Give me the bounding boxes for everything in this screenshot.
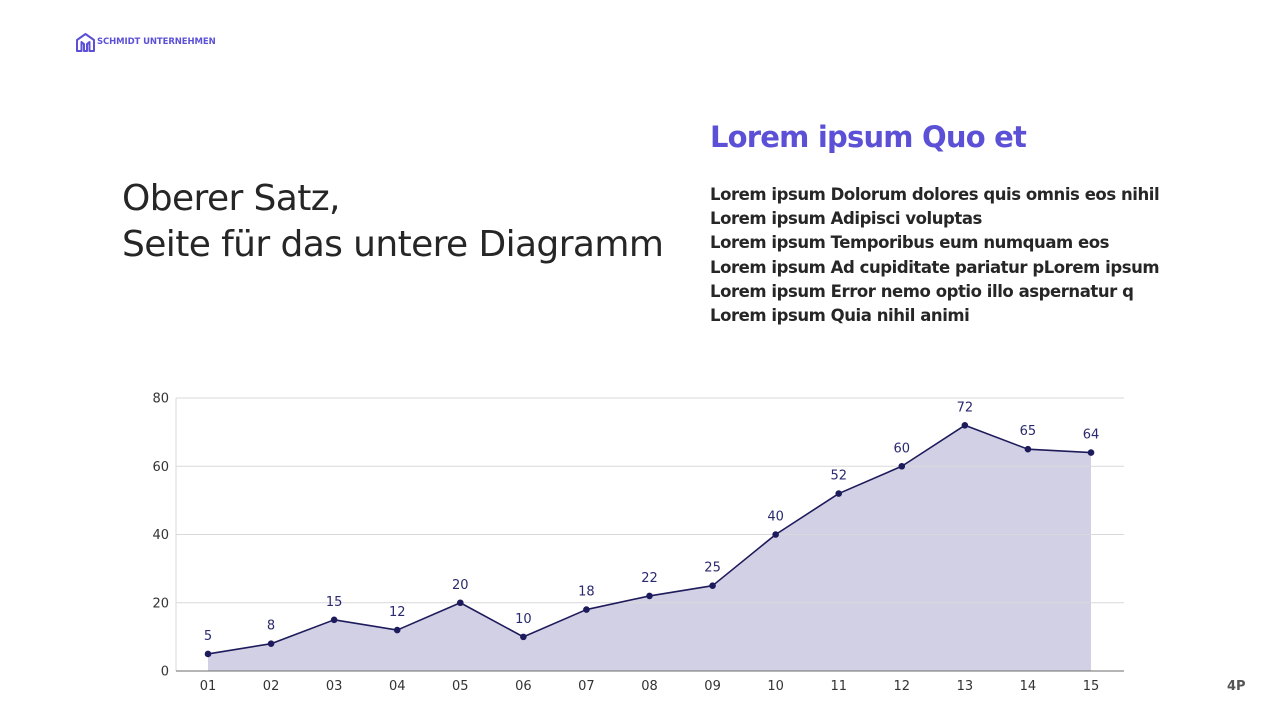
- brand-logo: SCHMIDT UNTERNEHMEN: [75, 31, 216, 53]
- x-tick-label: 02: [263, 679, 280, 694]
- data-point: [898, 462, 906, 470]
- data-point: [709, 582, 716, 589]
- y-tick-label: 80: [152, 392, 169, 407]
- data-point: [835, 490, 843, 497]
- x-tick-label: 13: [957, 679, 974, 694]
- data-point: [961, 422, 969, 429]
- data-point: [583, 606, 590, 613]
- section-heading: Lorem ipsum Quo et: [710, 120, 1027, 154]
- text-line: Lorem ipsum Ad cupiditate pariatur pLore…: [710, 257, 1160, 277]
- data-label: 52: [830, 469, 847, 484]
- x-tick-label: 08: [641, 679, 658, 694]
- data-label: 25: [704, 561, 721, 576]
- x-tick-label: 12: [894, 679, 911, 694]
- text-line: Lorem ipsum Quia nihil animi: [710, 306, 970, 326]
- brand-name: SCHMIDT UNTERNEHMEN: [97, 37, 216, 47]
- data-label: 12: [389, 605, 406, 620]
- x-tick-label: 09: [704, 679, 721, 694]
- data-label: 60: [894, 441, 911, 456]
- data-label: 22: [641, 571, 658, 586]
- data-label: 15: [326, 595, 343, 610]
- data-label: 72: [957, 400, 974, 415]
- page-title: Oberer Satz, Seite für das untere Diagra…: [122, 176, 664, 268]
- text-line: Lorem ipsum Adipisci voluptas: [710, 209, 982, 229]
- data-point: [393, 626, 401, 634]
- data-point: [646, 592, 653, 600]
- y-tick-label: 60: [152, 460, 169, 475]
- data-label: 10: [515, 612, 532, 627]
- data-point: [204, 650, 212, 658]
- data-label: 18: [578, 585, 595, 600]
- x-tick-label: 05: [452, 679, 469, 694]
- x-tick-label: 11: [830, 679, 847, 694]
- text-line: Lorem ipsum Temporibus eum numquam eos: [710, 233, 1110, 253]
- data-label: 20: [452, 578, 469, 593]
- x-tick-label: 15: [1083, 679, 1100, 694]
- data-label: 65: [1020, 424, 1037, 439]
- x-tick-label: 14: [1020, 679, 1037, 694]
- title-line-1: Oberer Satz,: [122, 178, 341, 219]
- y-tick-label: 20: [152, 596, 169, 611]
- y-tick-label: 0: [161, 665, 169, 680]
- text-line: Lorem ipsum Dolorum dolores quis omnis e…: [710, 185, 1160, 204]
- data-point: [520, 633, 527, 641]
- house-logo-icon: [76, 32, 95, 52]
- data-label: 64: [1083, 428, 1100, 443]
- data-point: [1024, 445, 1032, 453]
- text-list: Lorem ipsum Dolorum dolores quis omnis e…: [710, 183, 1160, 328]
- x-tick-label: 10: [767, 679, 784, 694]
- x-tick-label: 07: [578, 679, 595, 694]
- data-label: 5: [204, 629, 212, 644]
- data-point: [267, 640, 275, 647]
- area-fill: [208, 425, 1091, 671]
- x-tick-label: 04: [389, 679, 406, 694]
- title-line-2: Seite für das untere Diagramm: [122, 224, 664, 265]
- data-point: [772, 531, 779, 538]
- data-point: [330, 616, 338, 624]
- page-number: 4P: [1227, 679, 1246, 694]
- data-label: 40: [767, 510, 784, 525]
- data-point: [456, 599, 464, 607]
- data-label: 8: [267, 619, 275, 634]
- x-tick-label: 06: [515, 679, 532, 694]
- text-line: Lorem ipsum Error nemo optio illo aspern…: [710, 281, 1134, 301]
- x-tick-label: 03: [326, 679, 343, 694]
- x-tick-label: 01: [200, 679, 217, 694]
- data-point: [1087, 449, 1095, 456]
- y-tick-label: 40: [152, 528, 169, 543]
